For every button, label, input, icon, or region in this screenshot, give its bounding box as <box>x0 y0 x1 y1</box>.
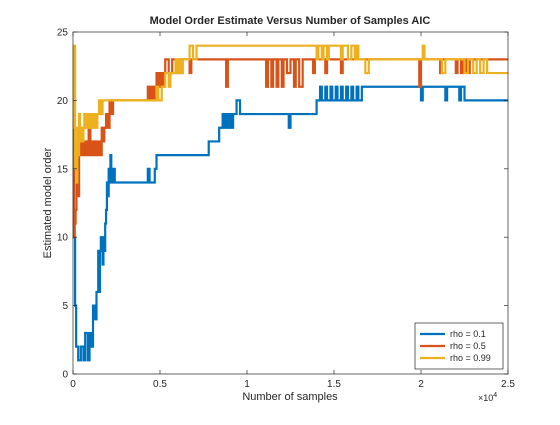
x-tick-label: 0 <box>70 379 76 390</box>
legend-label-2: rho = 0.5 <box>450 341 486 351</box>
y-tick-label: 20 <box>57 96 69 107</box>
x-tick-label: 0.5 <box>153 379 167 390</box>
series-line-3 <box>72 44 508 184</box>
series-line-1 <box>72 85 508 362</box>
x-axis-label: Number of samples <box>242 391 338 403</box>
x-tick-label: 2.5 <box>501 379 515 390</box>
x-tick-label: 1.5 <box>327 379 341 390</box>
x-axis-exponent: ×104 <box>478 392 497 403</box>
chart-title: Model Order Estimate Versus Number of Sa… <box>150 15 431 27</box>
legend-label-3: rho = 0.99 <box>450 353 491 363</box>
x-tick-label: 2 <box>418 379 424 390</box>
y-tick-label: 15 <box>57 164 69 175</box>
y-axis-label: Estimated model order <box>42 147 54 258</box>
x-tick-label: 1 <box>244 379 250 390</box>
plot-area <box>73 32 508 374</box>
legend: rho = 0.1 rho = 0.5 rho = 0.99 <box>414 322 504 370</box>
series-layer <box>72 44 508 362</box>
y-tick-label: 0 <box>62 370 68 381</box>
tick-layer: 0 0.5 1 1.5 2 2.5 0 5 10 15 20 25 <box>57 28 516 391</box>
y-tick-label: 10 <box>57 233 69 244</box>
axes-box <box>72 31 509 375</box>
y-tick-label: 25 <box>57 28 69 39</box>
legend-label-1: rho = 0.1 <box>450 329 486 339</box>
y-tick-label: 5 <box>62 301 68 312</box>
